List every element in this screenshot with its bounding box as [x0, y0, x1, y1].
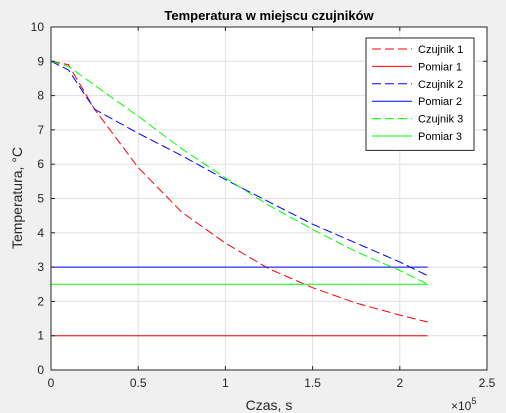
legend: Czujnik 1 Pomiar 1 Czujnik 2 Pomiar 2 Czujni…	[365, 37, 475, 151]
legend-label: Pomiar 1	[418, 61, 462, 73]
x-tick-label: 0	[48, 376, 55, 390]
y-tick-label: 0	[37, 363, 44, 377]
x-tick-label: 1.5	[304, 376, 321, 390]
x-axis-label: Czas, s	[246, 397, 293, 413]
legend-label: Czujnik 3	[418, 114, 463, 126]
y-tick-label: 10	[31, 20, 45, 34]
legend-box	[365, 37, 475, 151]
legend-label: Czujnik 2	[418, 79, 463, 91]
x-tick-label: 0.5	[130, 376, 147, 390]
y-tick-label: 1	[37, 329, 44, 343]
series-group	[50, 60, 428, 337]
legend-label: Czujnik 1	[418, 44, 463, 56]
x-tick-label: 1	[222, 376, 229, 390]
series-line-5	[50, 60, 428, 285]
x-tick-label: 2	[396, 376, 403, 390]
y-tick-label: 6	[37, 157, 44, 171]
series-line-3	[50, 60, 428, 277]
chart-title: Temperatura w miejscu czujników	[164, 8, 374, 23]
y-tick-label: 4	[37, 226, 44, 240]
y-tick-label: 8	[37, 89, 44, 103]
y-axis-label: Temperatura, °C	[9, 147, 25, 249]
y-tick-label: 5	[37, 192, 44, 206]
x-multiplier-exponent: 5	[471, 396, 476, 406]
ticks: 0 0.5 1 1.5 2 2.5 0 1 2 3 4 5 6 7 8 9 10	[31, 20, 496, 390]
y-tick-label: 7	[37, 123, 44, 137]
x-multiplier-base: ×10	[451, 399, 472, 413]
y-tick-label: 9	[37, 54, 44, 68]
x-axis-multiplier: ×105	[451, 396, 476, 413]
legend-label: Pomiar 3	[418, 131, 462, 143]
legend-label: Pomiar 2	[418, 96, 462, 108]
x-tick-label: 2.5	[479, 376, 496, 390]
series-line-1	[50, 60, 428, 323]
y-tick-label: 3	[37, 260, 44, 274]
y-tick-label: 2	[37, 294, 44, 308]
